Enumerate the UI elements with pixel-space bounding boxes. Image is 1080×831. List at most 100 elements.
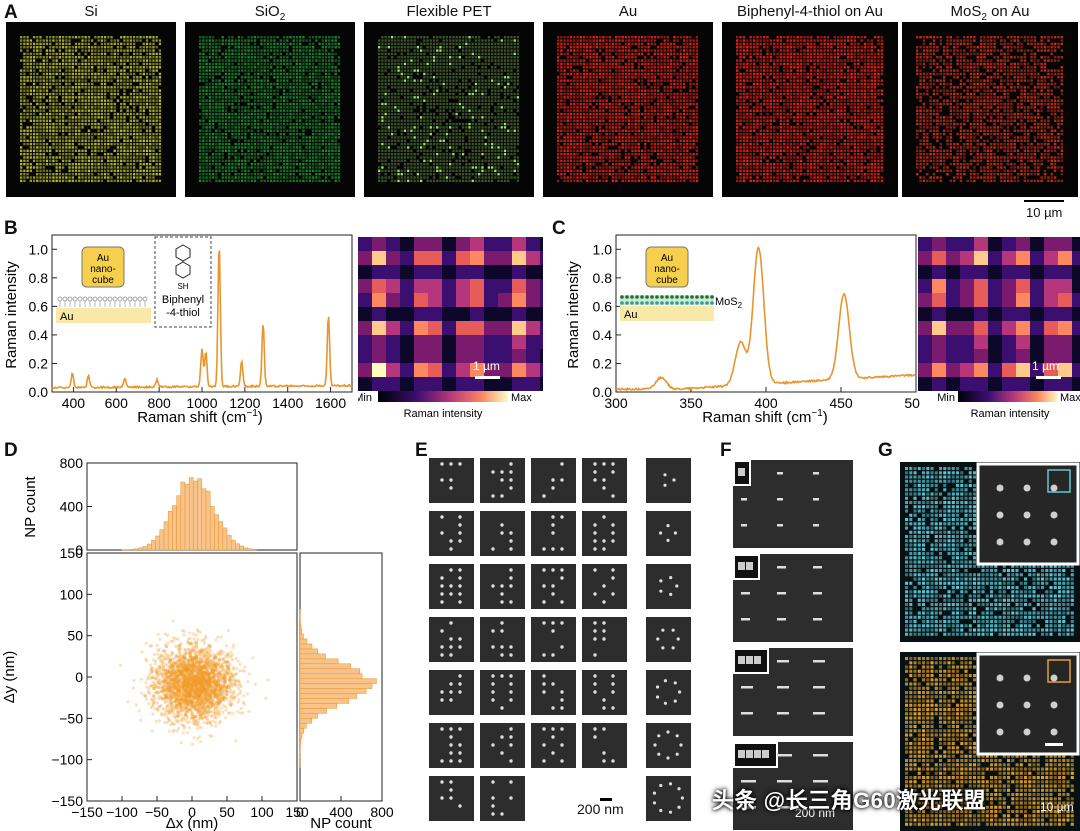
- panel-e-patterns: [429, 458, 691, 821]
- pattern-tile: [646, 670, 691, 715]
- ytick-label: 0.6: [593, 298, 613, 314]
- pattern-tile: [646, 511, 691, 556]
- cbar-c-min: Min: [937, 392, 955, 404]
- panel-label-g: G: [878, 440, 893, 461]
- panel-label-d: D: [4, 440, 18, 461]
- d-xtick: 100: [250, 804, 274, 820]
- cbar-b-max: Max: [511, 392, 532, 404]
- title-mos2: MoS2 on Au: [950, 3, 1030, 23]
- nanocube-c-t1: Au: [661, 253, 673, 264]
- nanocube-c: [645, 246, 689, 288]
- ytick-label: 0.4: [29, 327, 49, 343]
- molecule-name-1: Biphenyl: [162, 294, 204, 306]
- d-xtick: 50: [219, 804, 235, 820]
- raman-line-c: [615, 245, 917, 392]
- pattern-tile: [646, 458, 691, 503]
- chart-position-d: −150 −100 −50 0 50 100 150−150−100−50050100150…: [1, 455, 394, 831]
- panel-label-f: F: [720, 440, 732, 461]
- chart-raman-c: 300 350 400 450 500 0.0 0.2 0.4 0.6 0.8 1.0 Au na…: [565, 234, 920, 426]
- xtick-label: 400: [754, 395, 778, 411]
- title-pet: Flexible PET: [406, 3, 492, 20]
- benzene-ring-1: [175, 244, 191, 262]
- cbar-b-min: Min: [358, 392, 372, 404]
- xtick-label: 350: [679, 395, 703, 411]
- xlabel-c: Raman shift (cm−1): [702, 408, 828, 426]
- title-biphenyl: Biphenyl-4-thiol on Au: [737, 3, 883, 20]
- xtick-label: 400: [62, 395, 86, 411]
- ylabel-d: Δy (nm): [1, 651, 18, 704]
- title-au: Au: [618, 3, 638, 20]
- scalebar-g-text: 10 µm: [1040, 800, 1074, 814]
- xlabel-b: Raman shift (cm−1): [137, 408, 263, 426]
- xtick-label: 450: [829, 395, 853, 411]
- d-ytick: 0: [75, 669, 83, 685]
- d-top-ytick: 800: [60, 455, 84, 471]
- ytick-label: 0.0: [29, 384, 49, 400]
- d-xtick: 0: [188, 804, 196, 820]
- xtick-label: 800: [147, 395, 171, 411]
- pattern-tile: [646, 776, 691, 821]
- raman-map-c: 1 µm Min Max Raman intensity: [918, 237, 1080, 420]
- xtick-label: 500: [904, 395, 920, 411]
- nanocube-b: [81, 246, 125, 288]
- title-sio2: SiO2: [254, 3, 286, 23]
- mos2-layer: [620, 295, 714, 305]
- d-ytick: 150: [60, 545, 84, 561]
- title-si: Si: [84, 3, 98, 20]
- nanocube-c-t3: cube: [656, 275, 678, 286]
- pattern-tile: [646, 723, 691, 768]
- map-b-scale: 1 µm: [473, 359, 500, 373]
- ytick-label: 0.6: [29, 298, 49, 314]
- colorbar-c: [958, 391, 1058, 402]
- d-xtick: −50: [145, 804, 169, 820]
- thiol-sh: SH: [177, 282, 188, 291]
- pattern-tile: [646, 617, 691, 662]
- panel-label-c: C: [552, 218, 566, 239]
- cbar-b-label: Raman intensity: [404, 408, 483, 420]
- d-ytick: −100: [51, 752, 83, 768]
- ytick-label: 0.8: [593, 270, 613, 286]
- map-c-scale: 1 µm: [1032, 359, 1059, 373]
- d-xtick: 150: [285, 804, 309, 820]
- chain-tile: [733, 460, 853, 548]
- map-a-2: [364, 22, 534, 197]
- d-ytick: 100: [60, 586, 84, 602]
- panel-f-chains: [733, 460, 853, 830]
- panel-label-e: E: [415, 440, 428, 461]
- au-substrate-b-text: Au: [60, 311, 73, 323]
- xtick-label: 600: [105, 395, 129, 411]
- xtick-label: 1000: [186, 395, 217, 411]
- xlabel-d: Δx (nm): [166, 815, 219, 831]
- xtick-label: 1600: [315, 395, 346, 411]
- pattern-tile: [646, 564, 691, 609]
- xtick-label: 300: [604, 395, 628, 411]
- ytick-label: 0.0: [593, 384, 613, 400]
- d-right-xtick: 0: [296, 804, 304, 820]
- d-right-xtick: 800: [370, 804, 394, 820]
- chart-raman-b: 400 600 800 1000 1200 1400 1600 0.0 0.2 0.4 0.6 0.…: [3, 234, 353, 426]
- ytick-label: 0.8: [29, 270, 49, 286]
- nanocube-c-t2: nano-: [654, 264, 680, 275]
- ytick-label: 0.2: [29, 355, 49, 371]
- panel-label-b: B: [4, 218, 18, 239]
- xtick-label: 1400: [272, 395, 303, 411]
- au-substrate-b: [56, 308, 151, 323]
- nanocube-b-t3: cube: [92, 275, 114, 286]
- panel-label-a: A: [4, 2, 18, 23]
- xtick-label: 1200: [229, 395, 260, 411]
- ylabel-d-top: NP count: [22, 475, 39, 537]
- mos2-layer-label: MoS2: [715, 296, 743, 310]
- nanocube-b-t1: Au: [97, 253, 109, 264]
- watermark: 头条 @长三角G60激光联盟: [712, 788, 987, 813]
- d-right-xtick: 400: [329, 804, 353, 820]
- d-ytick: −50: [59, 710, 83, 726]
- cbar-c-label: Raman intensity: [971, 408, 1050, 420]
- ytick-label: 1.0: [593, 241, 613, 257]
- molecule-box: [154, 236, 212, 328]
- panel-g-maps: [900, 462, 1080, 831]
- ytick-label: 1.0: [29, 241, 49, 257]
- colorbar-b: [378, 391, 508, 402]
- molecule-name-2: -4-thiol: [166, 307, 200, 319]
- d-xtick: −100: [106, 804, 138, 820]
- d-xtick: −150: [71, 804, 103, 820]
